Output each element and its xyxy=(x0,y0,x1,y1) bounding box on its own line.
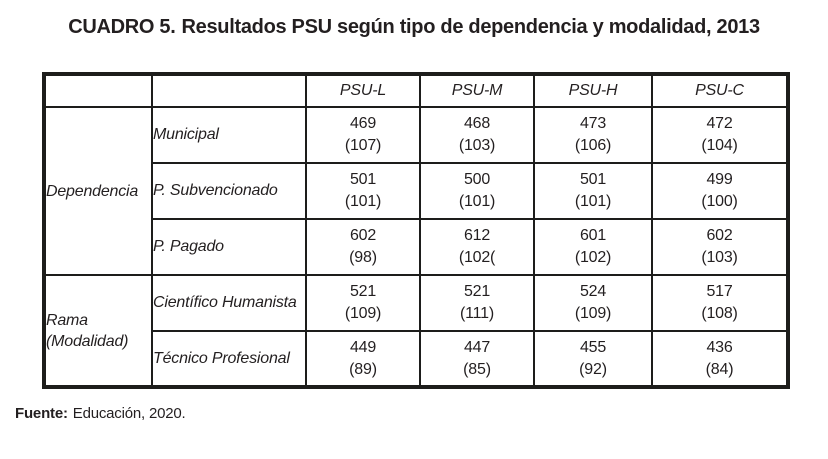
psu-mean: 517 xyxy=(706,283,733,300)
psu-sd: (85) xyxy=(463,360,491,378)
psu-sd: (101) xyxy=(574,193,612,210)
psu-sd: (104) xyxy=(701,137,738,154)
table-row-cientifico-humanista: Rama (Modalidad) Científico Humanista 52… xyxy=(43,274,789,388)
source-note: Fuente: Educación, 2020. xyxy=(15,405,828,422)
psu-sd: (101) xyxy=(458,193,496,210)
value-cell: 521 (109) xyxy=(305,274,421,332)
value-cell: 612 (102( xyxy=(419,218,535,276)
column-header-psu-c: PSU-C xyxy=(651,73,789,108)
table-title-number: CUADRO 5. xyxy=(68,16,176,38)
psu-mean: 468 xyxy=(463,115,491,132)
value-cell: 602 (98) xyxy=(305,218,421,276)
value-cell: 447 (85) xyxy=(419,330,535,388)
value-cell: 473 (106) xyxy=(533,106,653,164)
table-row-subvencionado: P. Subvencionado 501 (101) 500 (101) 501… xyxy=(44,162,789,220)
value-cell: 501 (101) xyxy=(533,162,653,220)
psu-mean: 602 xyxy=(349,227,377,244)
psu-mean: 521 xyxy=(463,283,491,300)
psu-sd: (100) xyxy=(701,193,738,210)
row-label-cientifico-humanista: Científico Humanista xyxy=(151,274,307,332)
psu-mean: 501 xyxy=(579,171,607,188)
column-header-psu-m: PSU-M xyxy=(419,73,535,108)
row-label-tecnico-profesional: Técnico Profesional xyxy=(151,330,307,388)
psu-mean: 524 xyxy=(579,283,607,300)
header-empty-cell xyxy=(151,73,307,108)
psu-mean: 501 xyxy=(349,171,377,188)
psu-sd: (107) xyxy=(344,137,382,154)
psu-sd: (102( xyxy=(458,249,496,266)
psu-sd: (98) xyxy=(349,249,377,266)
value-cell: 436 (84) xyxy=(651,330,789,388)
psu-sd: (108) xyxy=(701,305,738,322)
row-label-municipal: Municipal xyxy=(151,106,307,164)
group-label-rama-modalidad: Rama (Modalidad) xyxy=(43,274,153,388)
header-empty-cell xyxy=(43,73,153,108)
value-cell: 455 (92) xyxy=(533,330,653,388)
psu-mean: 455 xyxy=(579,338,607,356)
psu-sd: (111) xyxy=(460,305,494,322)
row-label-subvencionado: P. Subvencionado xyxy=(151,162,307,220)
table-header-row: PSU-L PSU-M PSU-H PSU-C xyxy=(43,73,789,108)
psu-mean: 499 xyxy=(706,171,733,188)
row-label-pagado: P. Pagado xyxy=(151,218,307,276)
psu-sd: (103) xyxy=(458,137,496,154)
column-header-psu-h: PSU-H xyxy=(533,73,653,108)
psu-mean: 500 xyxy=(463,171,491,188)
psu-sd: (102) xyxy=(574,249,612,266)
psu-mean: 601 xyxy=(579,227,607,244)
source-text: Educación, 2020. xyxy=(72,405,186,422)
value-cell: 602 (103) xyxy=(651,218,789,276)
psu-results-table: PSU-L PSU-M PSU-H PSU-C Dependencia Muni… xyxy=(42,72,790,389)
psu-sd: (89) xyxy=(349,360,377,378)
psu-mean: 602 xyxy=(706,227,733,244)
value-cell: 524 (109) xyxy=(533,274,653,332)
value-cell: 469 (107) xyxy=(305,106,421,164)
psu-mean: 521 xyxy=(349,283,377,300)
psu-sd: (109) xyxy=(344,305,382,322)
table-row-pagado: P. Pagado 602 (98) 612 (102( 601 (102) 6… xyxy=(44,218,789,276)
psu-sd: (103) xyxy=(701,249,738,266)
psu-mean: 473 xyxy=(579,115,607,132)
table-row-tecnico-profesional: Técnico Profesional 449 (89) 447 (85) 45… xyxy=(44,330,789,388)
psu-mean: 469 xyxy=(349,115,377,132)
value-cell: 517 (108) xyxy=(651,274,789,332)
table-title: CUADRO 5. Resultados PSU según tipo de de… xyxy=(0,0,828,41)
psu-sd: (106) xyxy=(574,137,612,154)
psu-mean: 449 xyxy=(349,338,377,356)
psu-mean: 436 xyxy=(706,338,733,356)
psu-sd: (92) xyxy=(579,360,607,378)
table-row-municipal: Dependencia Municipal 469 (107) 468 (103… xyxy=(43,106,789,276)
psu-mean: 472 xyxy=(706,115,733,132)
psu-sd: (101) xyxy=(344,193,382,210)
psu-sd: (109) xyxy=(574,305,612,322)
value-cell: 500 (101) xyxy=(419,162,535,220)
source-label: Fuente: xyxy=(15,405,68,422)
value-cell: 499 (100) xyxy=(651,162,789,220)
value-cell: 468 (103) xyxy=(419,106,535,164)
value-cell: 521 (111) xyxy=(419,274,535,332)
table-title-text: Resultados PSU según tipo de dependencia… xyxy=(181,16,761,38)
value-cell: 501 (101) xyxy=(305,162,421,220)
value-cell: 449 (89) xyxy=(305,330,421,388)
value-cell: 472 (104) xyxy=(651,106,789,164)
psu-sd: (84) xyxy=(705,360,734,378)
value-cell: 601 (102) xyxy=(533,218,653,276)
group-label-dependencia: Dependencia xyxy=(43,106,153,276)
column-header-psu-l: PSU-L xyxy=(305,73,421,108)
psu-mean: 612 xyxy=(463,227,491,244)
psu-mean: 447 xyxy=(463,338,491,356)
